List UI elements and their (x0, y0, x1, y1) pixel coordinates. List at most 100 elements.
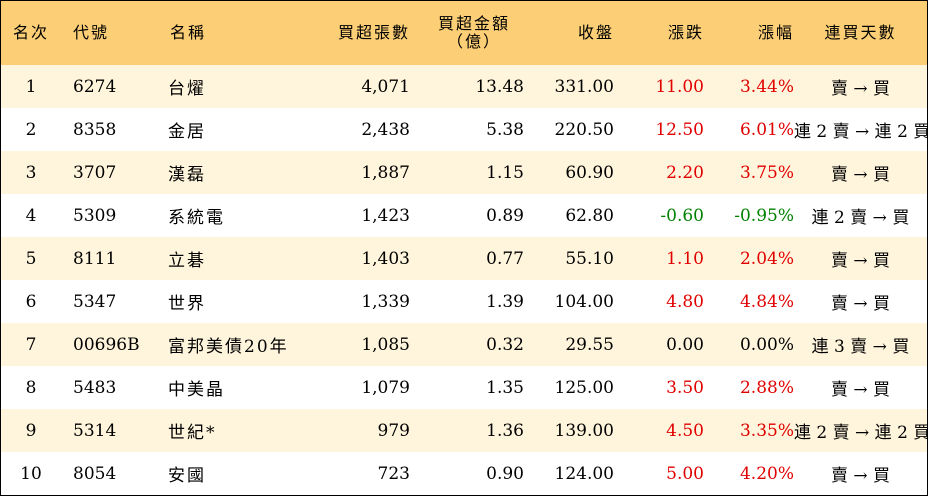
amount-cell: 0.77 (486, 248, 524, 269)
change-cell: 12.50 (655, 119, 704, 140)
pct-cell: 3.75% (739, 162, 794, 183)
pct-cell: -0.95% (734, 205, 794, 226)
volume-cell: 1,079 (361, 377, 410, 398)
code-cell: 8054 (73, 463, 117, 484)
pct-cell: 2.04% (739, 248, 794, 269)
name-cell: 台燿 (168, 79, 206, 99)
days-cell: 連 2 賣 → 連 2 買 (794, 122, 928, 142)
rank-cell: 4 (25, 205, 37, 226)
amount-cell: 0.89 (486, 205, 524, 226)
rank-cell: 10 (20, 463, 42, 484)
header-volume: 買超張數 (337, 23, 410, 42)
close-cell: 62.80 (565, 205, 614, 226)
header-days: 連買天數 (824, 23, 897, 42)
volume-cell: 723 (377, 463, 410, 484)
days-cell: 賣 → 買 (830, 294, 891, 314)
amount-cell: 13.48 (475, 76, 524, 97)
table-row: 5 8111 立碁 1,403 0.77 55.10 1.10 2.04% 賣 → 買 (1, 237, 927, 280)
header-row: 名次 代號 名稱 買超張數 買超金額 （億） 收盤 漲跌 漲幅 連買天數 (1, 1, 927, 65)
table-row: 2 8358 金居 2,438 5.38 220.50 12.50 6.01% 連 2 賣 → … (1, 108, 928, 151)
pct-cell: 3.35% (739, 420, 794, 441)
days-cell: 賣 → 買 (830, 466, 891, 486)
days-cell: 連 2 賣 → 連 2 買 (794, 423, 928, 443)
pct-cell: 4.20% (739, 463, 794, 484)
code-cell: 3707 (73, 162, 117, 183)
name-cell: 中美晶 (168, 380, 225, 400)
change-cell: 3.50 (666, 377, 704, 398)
days-cell: 連 2 賣 → 買 (811, 208, 910, 228)
volume-cell: 1,423 (361, 205, 410, 226)
table-row: 1 6274 台燿 4,071 13.48 331.00 11.00 3.44% 賣 → 買 (1, 65, 927, 108)
amount-cell: 1.35 (486, 377, 524, 398)
close-cell: 125.00 (554, 377, 614, 398)
table-body: 1 6 2 7 4 台燿 4,071 13.48 331.00 11.00 3.44% 賣 → 買 2 8… (1, 65, 928, 495)
name-cell: 安國 (168, 466, 206, 486)
header-amount-line2: （億） (446, 32, 501, 51)
table-row: 7 00696B 富邦美債20年 1,085 0.32 29.55 0.00 0.00% 連 3… (1, 323, 927, 366)
table-row: 3 3707 漢磊 1,887 1.15 60.90 2.20 3.75% 賣 → 買 (1, 151, 927, 194)
rank-cell: 3 (25, 162, 37, 183)
pct-cell: 6.01% (739, 119, 794, 140)
amount-cell: 5.38 (486, 119, 524, 140)
amount-cell: 0.90 (486, 463, 524, 484)
table-row: 10 8054 安國 723 0.90 124.00 5.00 4.20% 賣 → 買 (1, 452, 927, 495)
change-cell: 11.00 (655, 76, 704, 97)
code-cell: 8358 (73, 119, 117, 140)
name-cell: 系統電 (168, 208, 225, 228)
change-cell: -0.60 (660, 205, 704, 226)
change-cell: 2.20 (666, 162, 704, 183)
volume-cell: 1,403 (361, 248, 410, 269)
name-cell: 世紀* (168, 423, 217, 443)
name-cell: 世界 (168, 294, 206, 314)
code-cell: 5314 (73, 420, 117, 441)
volume-cell: 2,438 (361, 119, 410, 140)
header-name: 名稱 (170, 23, 207, 42)
code-cell: 5347 (73, 291, 117, 312)
rank-cell: 2 (25, 119, 37, 140)
days-cell: 賣 → 買 (830, 165, 891, 185)
name-cell: 漢磊 (168, 165, 206, 185)
table-row: 8 5483 中美晶 1,079 1.35 125.00 3.50 2.88% 賣 → 買 (1, 366, 927, 409)
volume-cell: 1,085 (361, 334, 410, 355)
close-cell: 60.90 (565, 162, 614, 183)
rank-cell: 9 (25, 420, 37, 441)
name-cell: 金居 (168, 122, 206, 142)
table-row: 6 5347 世界 1,339 1.39 104.00 4.80 4.84% 賣 → 買 (1, 280, 927, 323)
close-cell: 124.00 (554, 463, 614, 484)
rank-cell: 7 (25, 334, 37, 355)
name-cell: 富邦美債20年 (168, 337, 289, 357)
pct-cell: 4.84% (739, 291, 794, 312)
header-close: 收盤 (577, 23, 614, 42)
header-rank: 名次 (12, 23, 49, 42)
days-cell: 連 3 賣 → 買 (811, 337, 910, 357)
change-cell: 4.50 (666, 420, 704, 441)
days-cell: 賣 → 買 (830, 79, 891, 99)
change-cell: 0.00 (666, 334, 704, 355)
header-pct: 漲幅 (757, 23, 794, 42)
rank-cell: 1 (25, 76, 37, 97)
pct-cell: 2.88% (739, 377, 794, 398)
change-cell: 4.80 (666, 291, 704, 312)
close-cell: 139.00 (554, 420, 614, 441)
code-cell: 5309 (73, 205, 117, 226)
pct-cell: 0.00% (739, 334, 794, 355)
table-row: 4 5309 系統電 1,423 0.89 62.80 -0.60 -0.95% 連 2 賣 →… (1, 194, 927, 237)
pct-cell: 3.44% (739, 76, 794, 97)
rank-cell: 5 (25, 248, 37, 269)
amount-cell: 1.39 (486, 291, 524, 312)
amount-cell: 1.36 (486, 420, 524, 441)
header-change: 漲跌 (667, 23, 704, 42)
amount-cell: 0.32 (486, 334, 524, 355)
close-cell: 220.50 (554, 119, 614, 140)
rank-cell: 6 (25, 291, 37, 312)
days-cell: 賣 → 買 (830, 251, 891, 271)
volume-cell: 1,887 (361, 162, 410, 183)
close-cell: 29.55 (565, 334, 614, 355)
close-cell: 331.00 (554, 76, 614, 97)
close-cell: 104.00 (554, 291, 614, 312)
volume-cell: 4,071 (361, 76, 410, 97)
change-cell: 1.10 (666, 248, 704, 269)
header-code: 代號 (73, 23, 110, 42)
